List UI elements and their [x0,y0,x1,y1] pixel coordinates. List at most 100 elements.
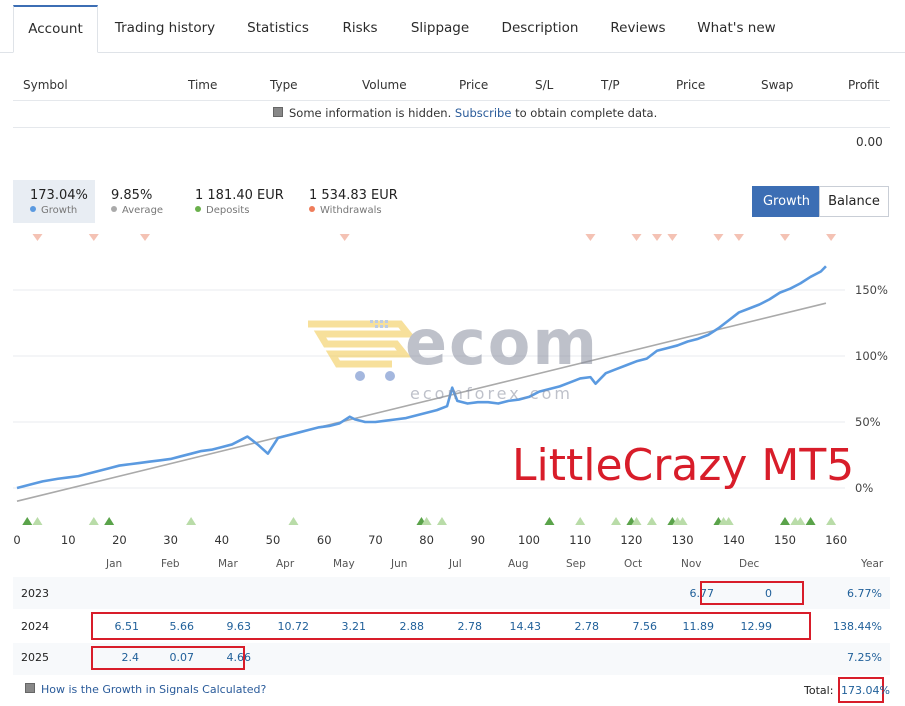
tab-whats-new[interactable]: What's new [697,20,776,36]
profit-total: 0.00 [856,135,883,149]
x-tick-label: 160 [825,533,847,547]
month-value: 10.72 [277,620,310,633]
month-value: 5.66 [169,620,195,633]
tab-description[interactable]: Description [501,20,579,36]
month-value: 0 [765,587,772,600]
tab-account[interactable]: Account [13,5,98,53]
month-header-may: May [333,558,355,570]
year-total-2024: 138.44% [833,620,882,633]
month-header-oct: Oct [624,558,643,570]
year-label-2025: 2025 [21,651,49,664]
withdrawal-marker [339,234,350,241]
average-series-line [16,302,827,502]
col-price-2[interactable]: Price [676,78,706,92]
deposit-marker [575,517,586,525]
deposit-marker [677,517,688,525]
x-tick-label: 40 [214,533,229,547]
month-header-jan: Jan [106,558,123,570]
y-tick-label: 0% [855,481,873,495]
withdrawal-marker [780,234,790,241]
x-tick-label: 140 [723,533,745,547]
y-tick-label: 50% [855,415,881,429]
average-value: 9.85% [111,188,153,203]
x-tick-label: 80 [419,533,434,547]
withdrawal-marker [32,234,43,241]
tab-statistics[interactable]: Statistics [247,20,309,36]
growth-calc-link[interactable]: How is the Growth in Signals Calculated? [41,683,267,696]
stat-growth[interactable]: 173.04% Growth [13,180,95,223]
watermark-logo-text: ecom [405,306,599,379]
tab-reviews[interactable]: Reviews [610,20,666,36]
month-value: 11.89 [682,620,715,633]
subscribe-link[interactable]: Subscribe [454,106,512,120]
deposit-marker [421,517,432,525]
month-value: 2.88 [399,620,425,633]
month-header-feb: Feb [161,558,180,570]
average-label: Average [122,205,164,216]
col-volume[interactable]: Volume [362,78,407,92]
growth-button[interactable]: Growth [752,186,821,217]
stat-deposits[interactable]: 1 181.40 EUR Deposits [195,180,295,223]
tab-bar: Account Trading history Statistics Risks… [0,0,905,53]
x-tick-label: 0 [13,533,20,547]
month-header-jul: Jul [449,558,462,570]
col-profit[interactable]: Profit [848,78,880,92]
deposit-marker [22,517,33,525]
withdrawals-dot-icon [309,206,315,212]
x-tick-label: 130 [672,533,694,547]
deposit-marker [88,517,99,525]
x-tick-label: 120 [620,533,642,547]
withdrawals-label: Withdrawals [320,205,382,216]
month-header-apr: Apr [276,558,295,570]
month-value: 7.56 [632,620,658,633]
col-symbol[interactable]: Symbol [23,78,68,92]
y-tick-label: 100% [855,349,888,363]
col-price[interactable]: Price [459,78,489,92]
year-row-2024 [13,611,890,643]
month-header-nov: Nov [681,558,702,570]
month-header-aug: Aug [508,558,529,570]
average-legend: Average [111,205,163,216]
col-time[interactable]: Time [188,78,218,92]
stat-average[interactable]: 9.85% Average [111,180,181,223]
withdrawal-marker [826,234,837,241]
deposit-marker [795,517,806,525]
col-type[interactable]: Type [270,78,298,92]
x-tick-label: 110 [569,533,591,547]
growth-label: Growth [41,205,78,216]
help-icon [25,683,35,693]
deposit-marker [646,517,657,525]
stat-withdrawals[interactable]: 1 534.83 EUR Withdrawals [309,180,409,223]
month-value: 3.21 [341,620,367,633]
tab-trading-history[interactable]: Trading history [114,20,216,36]
month-header-mar: Mar [218,558,238,570]
x-tick-label: 150 [774,533,796,547]
year-total-2023: 6.77% [847,587,882,600]
x-tick-label: 20 [112,533,127,547]
month-header-jun: Jun [391,558,408,570]
withdrawal-marker [652,234,662,241]
deposits-value: 1 181.40 EUR [195,188,284,203]
balance-button[interactable]: Balance [819,186,889,217]
withdrawal-marker [140,234,150,241]
month-value: 14.43 [509,620,542,633]
withdrawal-marker [667,234,678,241]
total-label: Total: [804,684,834,697]
header-divider [13,100,890,101]
col-sl[interactable]: S/L [535,78,554,92]
overlay-title: LittleCrazy MT5 [512,440,855,491]
col-tp[interactable]: T/P [601,78,620,92]
withdrawal-marker [733,234,744,241]
year-label-2024: 2024 [21,620,49,633]
deposits-dot-icon [195,206,201,212]
highlight-2023 [700,581,804,605]
month-value: 9.63 [226,620,252,633]
col-swap[interactable]: Swap [761,78,794,92]
tab-risks[interactable]: Risks [342,20,378,36]
watermark-brand: ecomforex.com [410,384,573,403]
deposit-marker [805,517,816,525]
info-icon [273,107,283,117]
withdrawal-marker [631,234,642,241]
tab-slippage[interactable]: Slippage [410,20,470,36]
deposit-marker [780,517,790,525]
